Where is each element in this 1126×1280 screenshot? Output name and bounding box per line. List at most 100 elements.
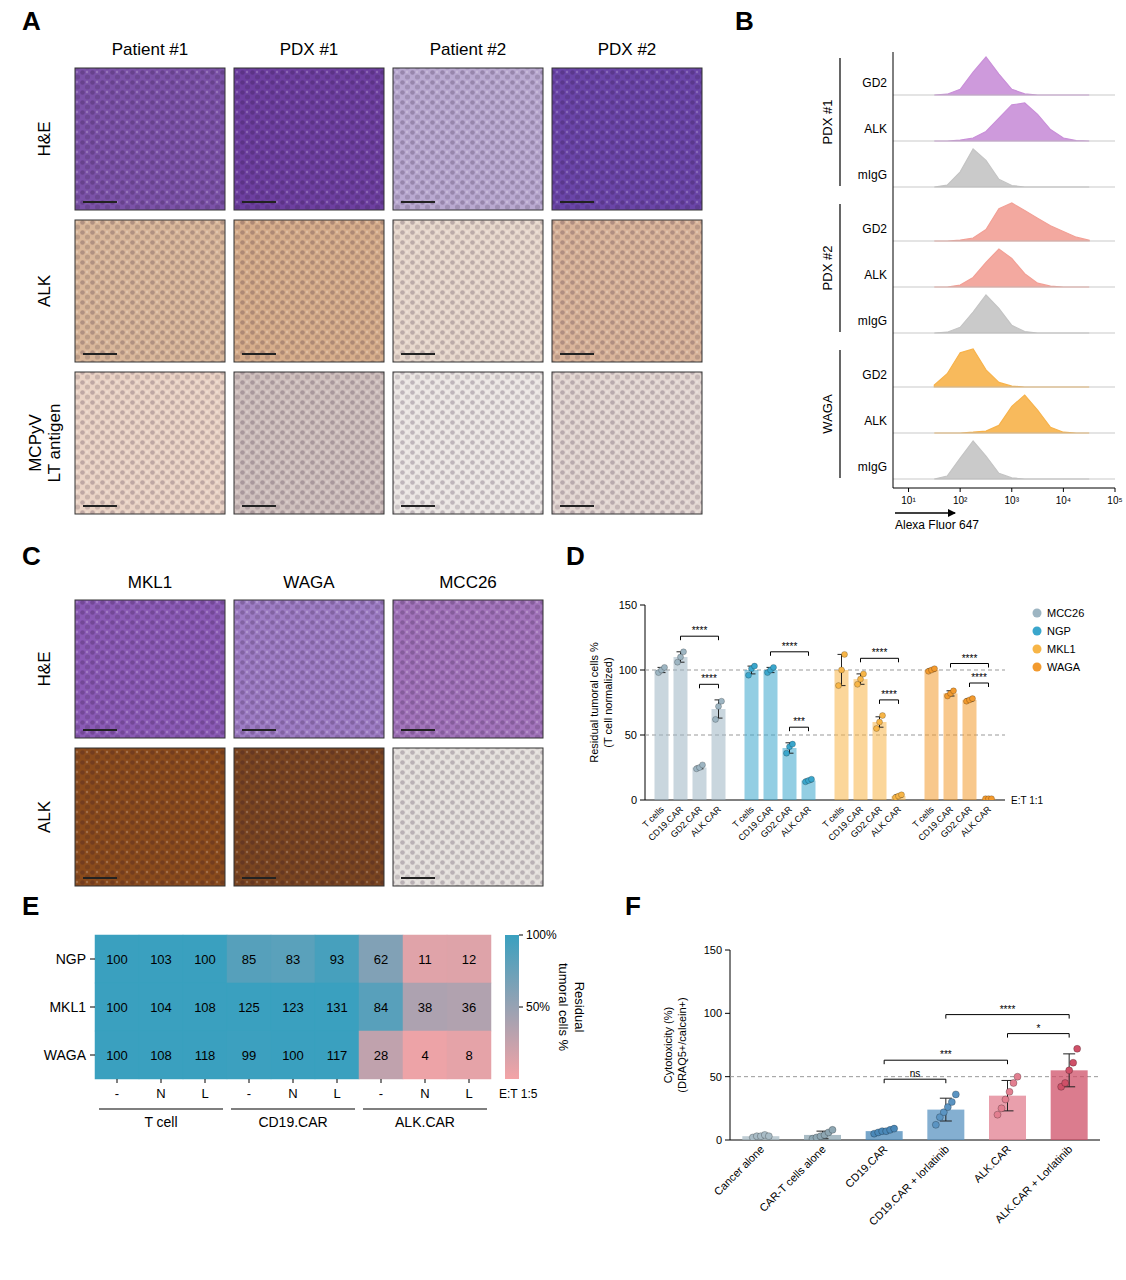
group-label: ALK.CAR: [395, 1114, 455, 1130]
micrograph: [234, 600, 384, 738]
cell-label: 38: [418, 1000, 432, 1015]
cell-label: 84: [374, 1000, 388, 1015]
significance-label: ****: [962, 653, 978, 664]
data-point: [752, 663, 758, 669]
heatmap-cell: [447, 935, 491, 983]
scale-bar: [242, 353, 276, 355]
column-header: PDX #1: [280, 40, 339, 59]
data-point: [842, 651, 848, 657]
cell-label: 100: [194, 952, 216, 967]
data-point: [880, 713, 886, 719]
cell-label: 103: [150, 952, 172, 967]
row-label: ALK: [35, 274, 54, 307]
bar: [764, 670, 778, 800]
cell-label: 36: [462, 1000, 476, 1015]
micrograph: [234, 68, 384, 210]
x-axis-line: [730, 1140, 1100, 1141]
column-label: N: [420, 1086, 429, 1101]
heatmap-cell: [95, 983, 139, 1031]
micrograph-texture: [75, 600, 225, 738]
micrograph-texture: [552, 220, 702, 362]
colorbar-tick-label: 100%: [526, 928, 557, 942]
column-header: WAGA: [283, 573, 335, 592]
column-tick: [161, 1079, 162, 1083]
bar: [854, 679, 868, 800]
bar: [944, 693, 958, 800]
data-point: [998, 1105, 1005, 1112]
significance-bracket: [790, 727, 809, 731]
scale-bar: [401, 877, 435, 879]
legend-swatch: [1033, 609, 1042, 618]
bar: [745, 670, 759, 800]
legend-swatch: [1033, 645, 1042, 654]
histogram-trace: [934, 203, 1089, 241]
cell-label: 93: [330, 952, 344, 967]
heatmap-cell: [315, 983, 359, 1031]
micrograph: [75, 748, 225, 886]
row-tick: [90, 959, 95, 960]
group-label: CD19.CAR: [258, 1114, 327, 1130]
trace-baseline: [893, 287, 1115, 288]
micrograph-texture: [234, 220, 384, 362]
cell-label: 117: [327, 1048, 348, 1063]
x-axis-line: [893, 488, 1115, 489]
column-label: -: [379, 1086, 383, 1101]
significance-bracket: [681, 636, 719, 640]
data-point: [719, 698, 725, 704]
column-label: -: [115, 1086, 119, 1101]
heatmap-cell: [183, 1031, 227, 1079]
colorbar-tick: [519, 1007, 523, 1008]
cell-label: 108: [194, 1000, 216, 1015]
heatmap-cell: [139, 935, 183, 983]
heatmap-cell: [227, 1031, 271, 1079]
data-point: [861, 671, 867, 677]
data-point: [809, 776, 815, 782]
y-tick: [640, 605, 645, 606]
micrograph: [234, 748, 384, 886]
y-axis-line: [730, 950, 731, 1140]
plot-area: [742, 1045, 1087, 1140]
x-tick-label: 10¹: [901, 495, 916, 506]
micrograph: [75, 600, 225, 738]
bar: [783, 748, 797, 800]
micrograph-texture: [393, 748, 543, 886]
panel-letter: C: [22, 541, 41, 571]
data-point: [839, 667, 845, 673]
row-label: WAGA: [44, 1047, 87, 1063]
x-tick-label: CD19.CAR + lorlatinib: [866, 1143, 951, 1228]
cell-label: 8: [465, 1048, 472, 1063]
trace-baseline: [893, 187, 1115, 188]
image-panel: APatient #1PDX #1Patient #2PDX #2H&EALKM…: [22, 6, 702, 514]
y-tick-label: 150: [619, 599, 637, 611]
data-point: [899, 792, 905, 798]
data-point: [1074, 1045, 1081, 1052]
column-header: MCC26: [439, 573, 497, 592]
heatmap-cell: [271, 1031, 315, 1079]
heatmap-cell: [227, 983, 271, 1031]
micrograph-texture: [552, 372, 702, 514]
cell-label: 131: [326, 1000, 348, 1015]
cell-label: 11: [418, 952, 432, 967]
panel-letter: B: [735, 6, 754, 36]
scale-bar: [401, 729, 435, 731]
column-tick: [337, 1079, 338, 1083]
data-point: [765, 1133, 772, 1140]
histogram-trace: [934, 395, 1089, 433]
cell-label: 104: [150, 1000, 172, 1015]
plot-area: [655, 649, 996, 800]
bar: [693, 768, 707, 801]
significance-bracket: [880, 700, 899, 704]
cell-label: 28: [374, 1048, 388, 1063]
y-axis-line: [645, 605, 646, 800]
trace-label: ALK: [864, 122, 887, 136]
trace-label: ALK: [864, 414, 887, 428]
heatmap-cell: [95, 1031, 139, 1079]
legend-swatch: [1033, 663, 1042, 672]
heatmap-cell: [403, 935, 447, 983]
group-label: T cell: [144, 1114, 177, 1130]
scale-bar: [83, 353, 117, 355]
heatmap-cell: [95, 935, 139, 983]
micrograph-texture: [234, 748, 384, 886]
micrograph-texture: [234, 372, 384, 514]
cell-label: 108: [150, 1048, 172, 1063]
